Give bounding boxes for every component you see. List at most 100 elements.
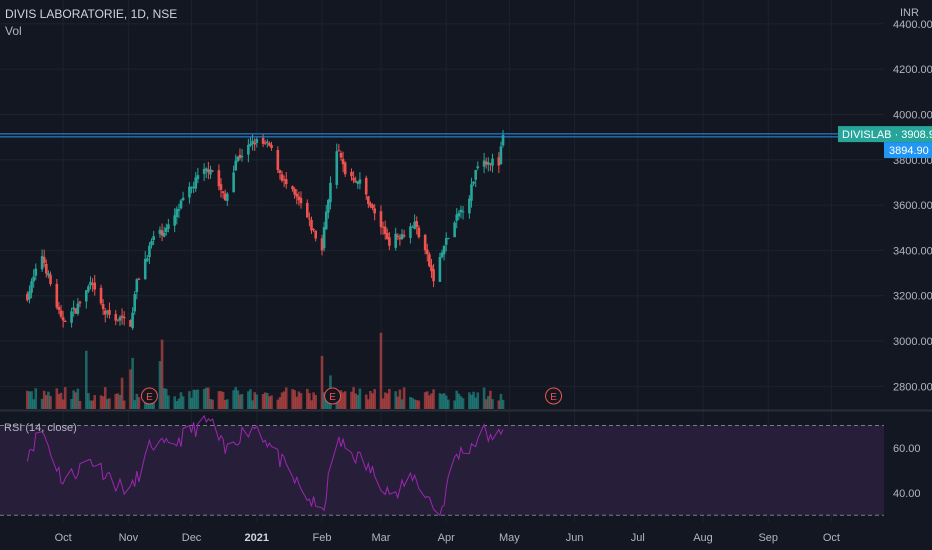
candle-body (72, 307, 75, 310)
candle-body (295, 193, 299, 197)
candle-body (417, 227, 421, 238)
candle-body (190, 186, 193, 189)
candle-body (175, 208, 179, 218)
candle-body (251, 140, 254, 144)
candle-body (158, 229, 162, 234)
earnings-marker-circle[interactable] (545, 387, 563, 405)
candle-body (438, 257, 442, 282)
volume-bar (385, 393, 389, 409)
volume-bar (32, 399, 35, 409)
candle-body (188, 186, 191, 198)
candle-body (59, 310, 63, 317)
rsi-pane (0, 414, 884, 517)
volume-bar (93, 395, 97, 409)
candle-body (181, 197, 185, 200)
candle-body (444, 238, 448, 245)
volume-bar (116, 393, 120, 409)
candle-body (57, 306, 61, 311)
candle-body (337, 150, 341, 152)
price-tick-label: 4200.00 (893, 64, 932, 76)
volume-bar (247, 391, 250, 409)
candle-body (297, 196, 301, 201)
candle-body (177, 209, 181, 211)
resistance-line-group[interactable] (0, 133, 884, 138)
volume-bar (291, 389, 294, 409)
volume-bar (409, 397, 412, 409)
candle-body (320, 238, 324, 251)
volume-bar (379, 332, 383, 409)
candle-body (114, 314, 118, 321)
volume-bar (367, 399, 370, 409)
price-tick-label: 3200.00 (893, 291, 932, 303)
volume-bar (428, 395, 431, 409)
volume-bar (324, 397, 328, 409)
volume-bar (476, 392, 480, 409)
candle-body (394, 233, 397, 248)
volume-bar (192, 389, 195, 409)
volume-bar (78, 400, 82, 409)
candle-body (432, 269, 435, 282)
candle-body (40, 256, 44, 270)
volume-bar (49, 395, 52, 409)
line-price-tag-text: 3894.90 (889, 145, 929, 157)
volume-bar (453, 400, 456, 409)
earnings-marker-label[interactable]: E (146, 392, 153, 403)
volume-bar (234, 387, 238, 409)
candle-body (430, 265, 433, 272)
candle-body (30, 281, 33, 293)
volume-bar (440, 394, 444, 409)
candle-body (226, 193, 229, 201)
candle-body (232, 172, 235, 193)
earnings-marker-label[interactable]: E (329, 392, 336, 403)
earnings-marker[interactable]: E (545, 387, 563, 405)
price-tick-label: 3600.00 (893, 200, 932, 212)
volume-bar (400, 399, 404, 409)
candle-body (238, 154, 242, 159)
earnings-marker[interactable]: E (324, 387, 342, 405)
volume-bar (425, 391, 429, 409)
volume-bar (181, 396, 185, 409)
candlesticks (26, 129, 505, 330)
volume-bar (103, 387, 107, 409)
candle-body (247, 144, 250, 155)
candle-body (322, 227, 326, 249)
earnings-marker-label[interactable]: E (550, 392, 557, 403)
volume-bar (484, 399, 488, 409)
earnings-marker-circle[interactable] (140, 387, 158, 405)
volume-bar (341, 392, 345, 409)
volume-bar (91, 400, 94, 409)
earnings-marker[interactable]: E (140, 387, 158, 405)
candle-body (263, 142, 267, 144)
candle-body (329, 182, 332, 203)
volume-bar (447, 399, 450, 409)
earnings-marker-circle[interactable] (324, 387, 342, 405)
candle-body (55, 283, 59, 308)
volume-bar (30, 391, 33, 409)
candle-body (470, 184, 473, 201)
candle-body (45, 263, 48, 274)
volume-bar (114, 393, 118, 409)
candle-body (118, 317, 122, 321)
candle-body (167, 224, 170, 229)
volume-bar (249, 389, 252, 409)
volume-bar (497, 400, 501, 409)
candle-body (310, 220, 313, 231)
candle-body (221, 191, 225, 193)
volume-bar (194, 389, 198, 409)
candle-body (461, 211, 465, 213)
volume-bar (350, 391, 353, 409)
candle-body (116, 319, 120, 321)
volume-bar (308, 393, 311, 409)
symbol-title: DIVIS LABORATORIE, 1D, NSE (5, 7, 177, 21)
candle-body (440, 252, 444, 258)
candle-body (312, 228, 315, 230)
candle-body (240, 155, 244, 157)
volume-bar (489, 390, 492, 409)
candle-body (204, 168, 208, 171)
candle-body (276, 150, 280, 171)
volume-bar (164, 388, 168, 409)
volume-bar (34, 388, 38, 409)
volume-bar (266, 392, 269, 409)
